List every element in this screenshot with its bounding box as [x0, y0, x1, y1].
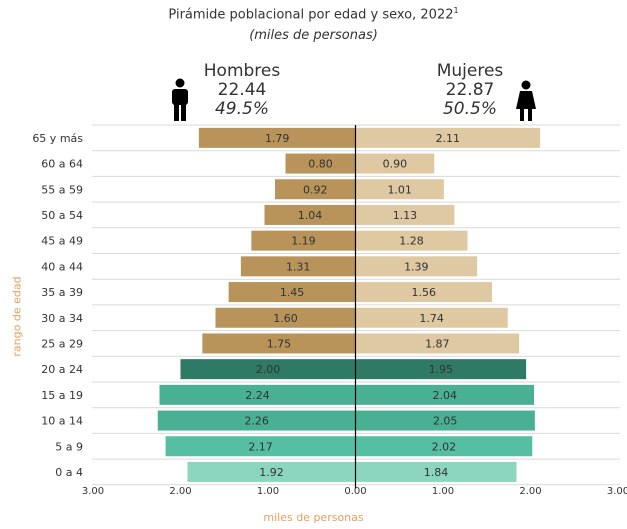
- bar-women-6: [355, 282, 492, 303]
- y-axis-label: rango de edad: [10, 276, 24, 357]
- women-summary: Mujeres 22.87 50.5%: [410, 62, 530, 119]
- data-label-men: 0.80: [308, 158, 333, 171]
- data-label-women: 2.11: [436, 132, 461, 145]
- category-label: 30 a 34: [41, 312, 83, 325]
- women-total: 22.87: [445, 80, 495, 100]
- women-pct: 50.5%: [442, 99, 497, 119]
- data-label-women: 1.39: [404, 260, 429, 273]
- data-label-men: 2.26: [244, 415, 269, 428]
- bar-women-4: [355, 230, 468, 251]
- x-tick-label: 3.00: [607, 486, 627, 497]
- data-label-women: 1.95: [429, 363, 454, 376]
- bar-men-5: [240, 256, 356, 277]
- x-tick-label: 2.00: [519, 486, 541, 497]
- data-label-women: 0.90: [383, 158, 408, 171]
- chart-title: Pirámide poblacional por edad y sexo, 20…: [168, 6, 459, 23]
- bar-women-12: [355, 436, 533, 457]
- data-label-men: 0.92: [303, 183, 328, 196]
- x-tick-label: 2.00: [169, 486, 191, 497]
- chart-subtitle: (miles de personas): [249, 28, 378, 43]
- data-label-women: 1.87: [425, 337, 450, 350]
- category-label: 65 y más: [32, 132, 83, 145]
- bar-men-2: [275, 179, 356, 200]
- woman-icon: [516, 80, 536, 121]
- category-label: 40 a 44: [41, 260, 83, 273]
- data-label-men: 1.79: [265, 132, 290, 145]
- bar-women-2: [355, 179, 444, 200]
- bar-men-6: [228, 282, 356, 303]
- x-tick-label: 0.00: [344, 486, 366, 497]
- x-axis-label: miles de personas: [263, 511, 364, 524]
- data-label-women: 1.01: [387, 183, 412, 196]
- bar-men-9: [180, 359, 356, 380]
- data-label-women: 1.84: [424, 466, 449, 479]
- bar-women-9: [355, 359, 527, 380]
- bar-men-0: [198, 127, 356, 148]
- x-tick-label: 1.00: [432, 486, 454, 497]
- bar-men-13: [187, 461, 356, 482]
- x-tick-label: 3.00: [82, 486, 104, 497]
- man-icon: [172, 78, 188, 121]
- bar-women-8: [355, 333, 520, 354]
- data-label-men: 1.75: [267, 337, 292, 350]
- data-label-men: 1.31: [286, 260, 311, 273]
- men-summary: Hombres 22.44 49.5%: [182, 62, 302, 119]
- bar-men-7: [215, 307, 356, 328]
- data-label-women: 2.02: [432, 440, 457, 453]
- bar-men-11: [157, 410, 356, 431]
- bar-men-1: [285, 153, 356, 174]
- data-label-women: 1.28: [399, 235, 424, 248]
- data-label-women: 2.05: [433, 415, 458, 428]
- data-label-men: 1.92: [259, 466, 284, 479]
- data-label-men: 2.17: [248, 440, 273, 453]
- data-label-men: 1.60: [273, 312, 298, 325]
- men-total: 22.44: [217, 80, 267, 100]
- category-label: 0 a 4: [55, 466, 83, 479]
- bar-men-4: [251, 230, 356, 251]
- bar-men-3: [264, 204, 356, 225]
- category-label: 25 a 29: [41, 337, 83, 350]
- bar-men-8: [202, 333, 356, 354]
- x-tick-label: 1.00: [257, 486, 279, 497]
- category-label: 35 a 39: [41, 286, 83, 299]
- data-label-women: 1.74: [419, 312, 444, 325]
- data-label-men: 2.00: [256, 363, 281, 376]
- category-label: 5 a 9: [55, 440, 83, 453]
- category-label: 15 a 19: [41, 389, 83, 402]
- category-label: 55 a 59: [41, 183, 83, 196]
- data-label-women: 1.56: [412, 286, 437, 299]
- data-label-men: 2.24: [245, 389, 270, 402]
- category-label: 60 a 64: [41, 158, 83, 171]
- women-label: Mujeres: [436, 61, 504, 81]
- men-pct: 49.5%: [214, 99, 269, 119]
- category-label: 10 a 14: [41, 415, 83, 428]
- bar-men-10: [159, 384, 356, 405]
- data-label-men: 1.45: [280, 286, 305, 299]
- category-label: 45 a 49: [41, 235, 83, 248]
- bar-women-3: [355, 204, 455, 225]
- bar-women-0: [355, 127, 541, 148]
- category-label: 20 a 24: [41, 363, 83, 376]
- data-label-men: 1.04: [298, 209, 323, 222]
- data-label-women: 1.13: [393, 209, 418, 222]
- data-label-men: 1.19: [291, 235, 316, 248]
- bar-women-5: [355, 256, 478, 277]
- bar-women-11: [355, 410, 535, 431]
- bar-women-10: [355, 384, 534, 405]
- bar-men-12: [165, 436, 356, 457]
- bar-women-13: [355, 461, 517, 482]
- category-label: 50 a 54: [41, 209, 83, 222]
- men-label: Hombres: [203, 61, 281, 81]
- bar-women-1: [355, 153, 435, 174]
- bar-women-7: [355, 307, 508, 328]
- data-label-women: 2.04: [433, 389, 458, 402]
